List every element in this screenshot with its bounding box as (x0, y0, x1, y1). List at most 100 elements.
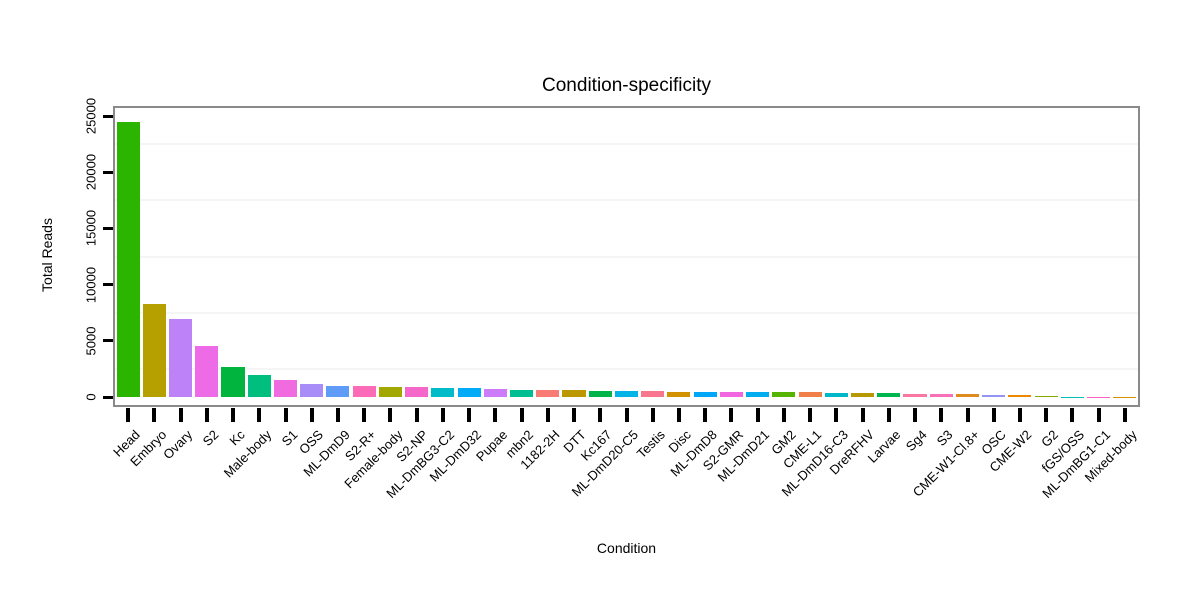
x-axis-tick (860, 408, 865, 422)
x-axis-tick (991, 408, 996, 422)
bar-Kc167 (588, 390, 612, 397)
y-axis-tick (103, 114, 113, 118)
bar-CME-W2 (1008, 395, 1032, 397)
y-axis-tick (103, 339, 113, 343)
x-tick-label: Sg4 (902, 427, 930, 454)
x-axis-tick (572, 408, 577, 422)
bar-Ovary (169, 319, 193, 397)
bar-Kc (221, 367, 245, 397)
x-axis-tick (283, 408, 288, 422)
x-axis-tick (939, 408, 944, 422)
bar-ML-DmD8 (693, 391, 717, 397)
bar-CME-W1-Cl.8+ (955, 394, 980, 397)
bar-Male-body (247, 375, 271, 397)
y-axis-tick (103, 283, 113, 287)
bar-DreRFHV (851, 393, 875, 397)
bar-S2-GMR (719, 392, 743, 397)
x-axis-tick (178, 408, 183, 422)
bar-OSS (300, 383, 324, 397)
minor-gridline (115, 367, 1138, 370)
bar-ML-DmD32 (457, 388, 481, 397)
plot-panel (113, 106, 1140, 407)
minor-gridline (115, 311, 1138, 314)
x-axis-tick (729, 408, 734, 422)
x-axis-tick (414, 408, 419, 422)
x-axis-tick (257, 408, 262, 422)
x-axis-tick (598, 408, 603, 422)
x-axis-tick (965, 408, 970, 422)
x-axis-tick (152, 408, 157, 422)
y-tick-label: 10000 (83, 266, 99, 303)
bar-S2 (195, 346, 219, 397)
bar-G2 (1034, 395, 1058, 397)
x-axis-tick (808, 408, 813, 422)
bar-S2-NP (405, 387, 429, 397)
x-tick-label: S2 (199, 427, 222, 449)
x-axis-tick (545, 408, 550, 422)
bar-GM2 (772, 392, 796, 397)
y-axis-tick (103, 395, 113, 399)
x-axis-tick (624, 408, 629, 422)
x-axis-tick (703, 408, 708, 422)
y-axis-tick (103, 170, 113, 174)
bar-ML-DmD21 (746, 392, 770, 397)
x-axis-tick (781, 408, 786, 422)
bar-CME-L1 (798, 392, 822, 397)
x-axis-tick (1017, 408, 1022, 422)
bar-S2-R+ (352, 386, 376, 397)
bar-ML-DmBG3-C2 (431, 388, 455, 397)
x-axis-tick (440, 408, 445, 422)
y-tick-label: 5000 (83, 326, 99, 356)
y-axis-title: Total Reads (39, 218, 55, 292)
x-axis-tick (886, 408, 891, 422)
bar-ML-DmD20-C5 (614, 391, 639, 397)
x-axis-tick (467, 408, 472, 422)
bar-Larvae (877, 393, 901, 397)
x-axis-tick (309, 408, 314, 422)
x-axis-tick (231, 408, 236, 422)
y-axis-tick (103, 226, 113, 230)
x-tick-label: Testis (633, 427, 668, 462)
minor-gridline (115, 255, 1138, 258)
bar-DTT (562, 390, 586, 397)
x-axis-tick (204, 408, 209, 422)
x-axis-tick (335, 408, 340, 422)
x-axis-tick (650, 408, 655, 422)
x-axis-tick (362, 408, 367, 422)
bar-ML-DmD9 (326, 386, 350, 397)
x-axis-tick (913, 408, 918, 422)
minor-gridline (115, 143, 1138, 146)
bar-Female-body (378, 386, 402, 397)
bar-mbn2 (510, 389, 534, 397)
x-axis-tick (755, 408, 760, 422)
bar-OSC (982, 394, 1006, 397)
chart-title: Condition-specificity (542, 75, 711, 96)
x-axis-tick (1070, 408, 1075, 422)
y-tick-label: 0 (83, 393, 99, 401)
x-axis-title: Condition (596, 540, 657, 556)
bar-1182-2H (536, 390, 560, 397)
x-axis-tick (388, 408, 393, 422)
bar-Head (116, 121, 140, 397)
x-axis-tick (493, 408, 498, 422)
x-axis-tick (1096, 408, 1101, 422)
x-axis-tick (676, 408, 681, 422)
bar-Disc (667, 391, 691, 397)
bar-fGS/OSS (1060, 396, 1084, 397)
x-tick-label: Ovary (160, 427, 196, 463)
x-axis-tick (1122, 408, 1127, 422)
y-tick-label: 20000 (83, 154, 99, 191)
x-axis-tick (1044, 408, 1049, 422)
bar-Mixed-body (1113, 396, 1137, 397)
y-tick-label: 15000 (83, 210, 99, 247)
minor-gridline (115, 199, 1138, 202)
bar-Embryo (142, 303, 166, 397)
bar-Pupae (483, 388, 507, 397)
bar-ML-DmD16-C3 (824, 392, 848, 397)
x-axis-tick (834, 408, 839, 422)
x-axis-tick (126, 408, 131, 422)
bar-Testis (641, 391, 665, 397)
y-tick-label: 25000 (83, 97, 99, 135)
x-axis-tick (519, 408, 524, 422)
